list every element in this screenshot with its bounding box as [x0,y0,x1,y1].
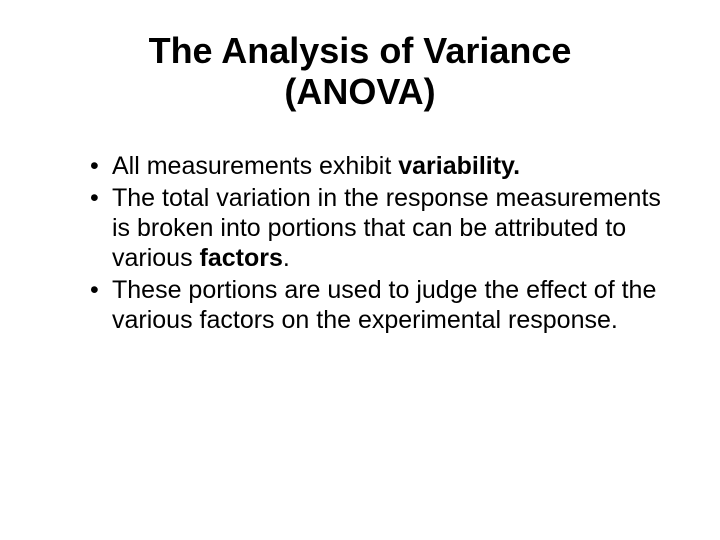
bullet-text-bold: factors [200,244,283,272]
bullet-text-pre: These portions are used to judge the eff… [112,276,656,334]
title-line-1: The Analysis of Variance [149,30,572,71]
bullet-text-bold: variability. [398,152,520,180]
slide-title: The Analysis of Variance (ANOVA) [50,30,670,113]
bullet-list: All measurements exhibit variability. Th… [50,151,670,335]
bullet-text-post: . [283,244,290,272]
bullet-text-pre: All measurements exhibit [112,152,398,180]
bullet-text-pre: The total variation in the response meas… [112,184,661,272]
title-line-2: (ANOVA) [284,71,435,112]
list-item: The total variation in the response meas… [90,183,670,273]
slide: The Analysis of Variance (ANOVA) All mea… [0,0,720,540]
list-item: These portions are used to judge the eff… [90,275,670,335]
list-item: All measurements exhibit variability. [90,151,670,181]
